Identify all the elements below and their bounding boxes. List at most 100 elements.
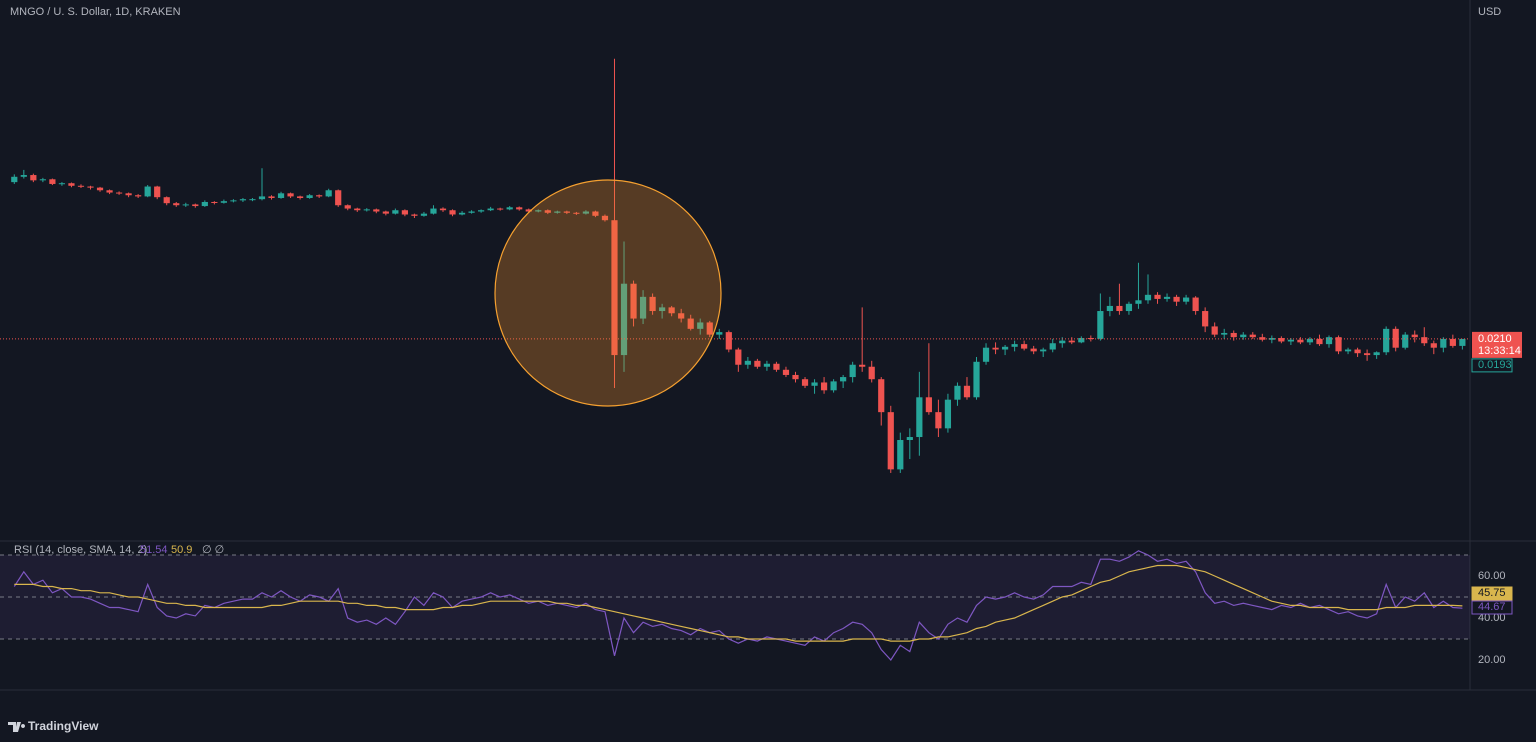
price-tag-box (1471, 358, 1513, 373)
value-tag: 45.75 (1478, 587, 1506, 599)
candle-body (115, 192, 123, 194)
candle-body (1440, 338, 1447, 348)
candle-body (230, 200, 237, 202)
candle-body (1249, 334, 1256, 338)
candle-body (182, 204, 189, 206)
y-tick-label: 20.00 (1478, 654, 1506, 666)
candle-body (830, 381, 837, 391)
candle-body (1049, 343, 1056, 350)
candle-body (420, 213, 428, 216)
candle-body (1344, 349, 1352, 352)
candle-body (716, 332, 723, 335)
candle-body (49, 179, 56, 184)
candle-body (68, 183, 75, 186)
candle-body (58, 183, 66, 185)
candle-body (811, 382, 818, 386)
candle-body (1011, 344, 1018, 347)
candle-body (992, 347, 999, 350)
candle-body (1202, 311, 1209, 327)
candle-body (1078, 338, 1085, 343)
y-tick-label: 60.00 (1478, 570, 1506, 582)
candle-body (258, 196, 266, 200)
candle-body (30, 175, 37, 181)
candle-body (439, 208, 447, 211)
candle-body (1411, 334, 1418, 338)
candle-body (1306, 338, 1314, 343)
candle-body (392, 210, 399, 214)
candle-body (840, 377, 847, 382)
indicator-value: 50.9 (171, 544, 192, 556)
candle-body (706, 322, 713, 335)
candle-body (287, 193, 294, 197)
indicator-value: 51.54 (140, 544, 168, 556)
candle-body (497, 208, 504, 210)
grid (0, 554, 1470, 640)
candle-body (820, 382, 828, 391)
candle-body (1001, 346, 1009, 350)
candle-body (11, 176, 18, 183)
candle-body (525, 209, 532, 212)
logo-icon (8, 722, 26, 732)
countdown: 13:33:14 (1478, 345, 1521, 357)
candle-body (96, 187, 104, 191)
candle-body (211, 201, 218, 203)
candle-body (725, 332, 732, 350)
candle-body (1364, 353, 1371, 356)
rsi-line (14, 564, 1463, 642)
candle-body (573, 212, 580, 214)
candle-body (687, 318, 694, 329)
candle-body (1116, 305, 1123, 312)
candle-body (535, 210, 542, 212)
candle-body (239, 199, 247, 201)
candle-body (20, 175, 27, 177)
candle-body (544, 210, 551, 213)
candle-body (173, 203, 180, 206)
candle-body (592, 211, 599, 216)
candle-body (611, 220, 618, 356)
candle-body (859, 364, 866, 367)
candle-body (430, 208, 437, 214)
candle-body (125, 193, 132, 196)
candle-body (601, 215, 609, 221)
candle-body (1421, 337, 1428, 344)
rsi-line (13, 550, 1463, 661)
candle-body (344, 205, 351, 209)
candle-body (449, 210, 456, 215)
candle-body (277, 193, 285, 198)
candle-body (1135, 300, 1142, 304)
candle-body (135, 195, 142, 197)
candle-body (1040, 349, 1047, 352)
candle-body (1021, 344, 1028, 349)
candle-body (382, 211, 389, 214)
currency: USD (1478, 6, 1501, 18)
candle-body (335, 190, 342, 206)
candle-body (868, 366, 875, 380)
candle-body (316, 195, 323, 197)
candle-body (1059, 340, 1066, 344)
candle-body (973, 361, 980, 398)
candle-body (192, 204, 199, 207)
price-tag: 0.0193 (1478, 359, 1512, 371)
candle-body (354, 208, 361, 211)
candle-body (1221, 332, 1228, 335)
candle-body (887, 412, 894, 470)
candle-body (982, 347, 990, 362)
candle-body (201, 201, 208, 207)
candle-body (411, 214, 418, 216)
candle-body (297, 196, 304, 198)
candle-body (363, 209, 370, 211)
candle-body (963, 385, 971, 398)
candle-body (744, 360, 751, 365)
indicator-extra: ∅ ∅ (202, 544, 224, 556)
candle-body (144, 186, 151, 197)
price-tag: 0.0210 (1478, 333, 1512, 345)
candle-body (1259, 337, 1266, 340)
candle-body (668, 307, 675, 314)
candle-body (697, 322, 704, 329)
candle-body (1278, 338, 1285, 342)
candle-body (1125, 303, 1133, 312)
candle-body (1030, 348, 1037, 352)
